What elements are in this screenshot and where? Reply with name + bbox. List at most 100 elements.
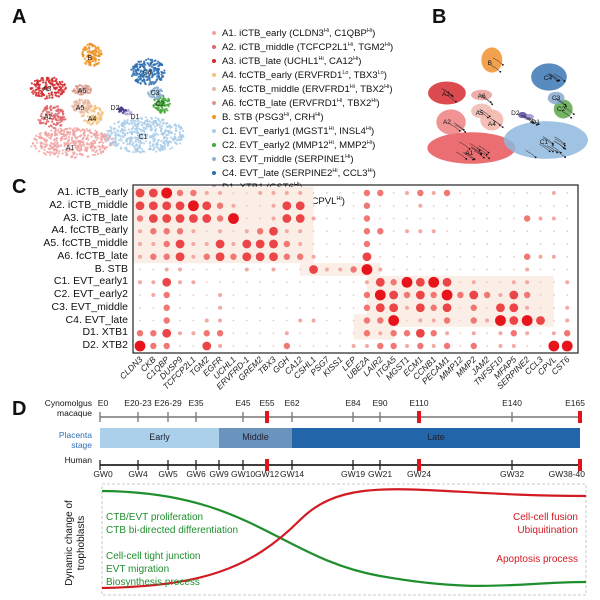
row-label: C3. EVT_middle [51,300,128,313]
velocity-arrowhead [454,100,457,103]
dot-ggh [283,253,291,260]
dot-c1qbp [163,342,170,350]
cell-point [88,42,91,45]
legend-dot [212,73,216,78]
cell-point [144,140,148,143]
dot-jam2 [486,306,488,309]
cell-point [129,131,132,134]
cell-point [85,150,88,153]
row-label: D2. XTB2 [82,339,128,351]
cell-point [126,118,129,122]
cell-point [59,130,62,134]
dot-ggh [285,268,288,271]
legend-label: A4. fcCTB_early (ERVFRD1Lo, TBX3Lo) [222,70,387,82]
dot-ervfrd-1 [245,281,248,284]
cell-point [112,137,115,140]
legend-label: C1. EVT_early1 (MGST1Hi, INSL4Hi) [222,126,375,138]
cell-point [158,93,161,96]
dot-lair2 [379,217,382,220]
cell-point [54,127,57,130]
cell-point [139,60,143,63]
cell-point [47,125,51,128]
cell-point [50,135,53,138]
dot-ckb [150,228,157,235]
cell-point [134,140,137,143]
cell-point [140,147,144,151]
dot-ggh [285,319,288,322]
dot-ggh [284,229,289,234]
cell-point [59,137,62,140]
cell-point [88,55,91,58]
dot-kiss1 [339,281,342,284]
cell-point [86,115,89,118]
dot-pecam1 [441,289,453,301]
cell-point [45,113,49,116]
velocity-arrowhead [458,130,461,132]
cell-point [101,141,104,144]
cell-point [64,134,67,137]
cell-point [40,136,43,139]
velocity-arrowhead [562,147,565,149]
human-tick-label: GW32 [499,469,525,479]
dot-mfap5 [511,280,516,285]
cell-point [124,122,128,125]
cell-point [93,110,96,113]
cell-point [40,112,43,115]
row-label: A6. fcCTB_late [57,249,128,262]
cell-point [177,138,181,141]
velocity-arrowhead [548,150,551,153]
cell-point [48,114,52,117]
dot-cshl1 [311,216,316,221]
cell-point [52,142,56,145]
cell-point [116,129,119,132]
human-tick-label: GW14 [279,469,305,479]
dot-uchl1 [232,268,235,271]
dot-cpvl [551,331,556,336]
cell-point [139,65,142,69]
dot-mmp2 [472,192,475,194]
velocity-arrowhead [485,153,488,156]
cell-point [88,51,91,54]
cell-point [52,86,56,89]
dot-pecam1 [446,217,448,220]
cell-point [142,121,145,125]
cell-point [173,133,176,136]
dot-uchl1 [232,294,235,296]
cell-point [169,147,172,151]
cell-point [152,147,155,150]
cell-point [99,117,102,120]
velocity-streamline [463,152,474,160]
gestation-timeline [99,411,582,471]
cell-point [144,75,148,78]
dot-egfr [218,305,223,310]
dot-serpine2 [526,345,529,347]
cell-point [65,153,68,157]
dot-tnfsf10 [498,293,503,297]
dot-ggh [284,191,289,195]
dot-uchl1 [230,253,237,260]
cell-point [152,132,155,135]
cell-point [155,62,159,65]
cell-point [76,88,79,91]
cell-point [73,100,76,103]
dot-mmp2 [472,230,475,233]
cell-point [142,126,145,129]
legend-dot [212,59,216,64]
dot-cpvl [552,230,555,233]
cell-point [93,147,96,150]
velocity-cluster-label: C1 [540,139,549,146]
cell-point [51,77,54,81]
cell-point [38,83,41,86]
dot-dusp9 [178,331,183,336]
dot-jam2 [486,192,488,194]
cell-point [92,153,95,157]
dot-tbx3 [271,191,276,195]
cell-point [123,134,127,137]
cell-point [153,86,157,90]
velocity-streamline [556,99,567,107]
cell-point [99,49,102,53]
cell-point [77,146,80,149]
cell-point [174,127,177,130]
cell-point [87,91,90,95]
cell-point [153,134,156,137]
